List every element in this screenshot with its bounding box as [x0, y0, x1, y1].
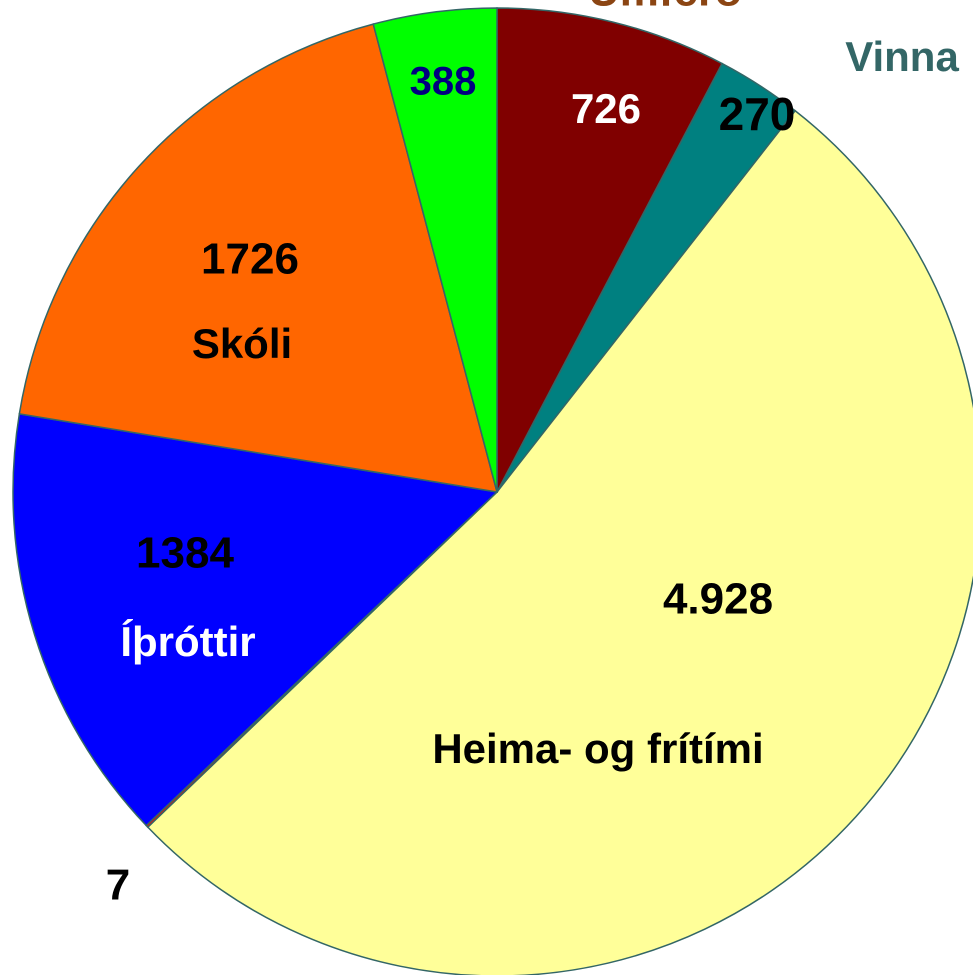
value-label: 1726	[201, 235, 299, 284]
pie-slice	[496, 7, 724, 493]
slice-label: Íþróttir	[120, 618, 255, 665]
slice-label: Vinna	[845, 33, 959, 80]
pie-slice	[372, 7, 498, 493]
value-label: 270	[719, 88, 796, 140]
pie-slice	[12, 413, 499, 827]
value-label: 7	[106, 861, 130, 910]
slice-label: Skóli	[192, 320, 292, 367]
value-label: 388	[410, 60, 477, 104]
value-label: 1384	[136, 529, 234, 578]
value-label: 4.928	[663, 575, 773, 624]
value-label: 726	[571, 85, 641, 132]
slice-label: Umferð	[588, 0, 742, 16]
pie-slice	[18, 23, 499, 493]
pie-slice	[146, 109, 973, 975]
slice-label: Heima- og frítími	[432, 725, 763, 772]
